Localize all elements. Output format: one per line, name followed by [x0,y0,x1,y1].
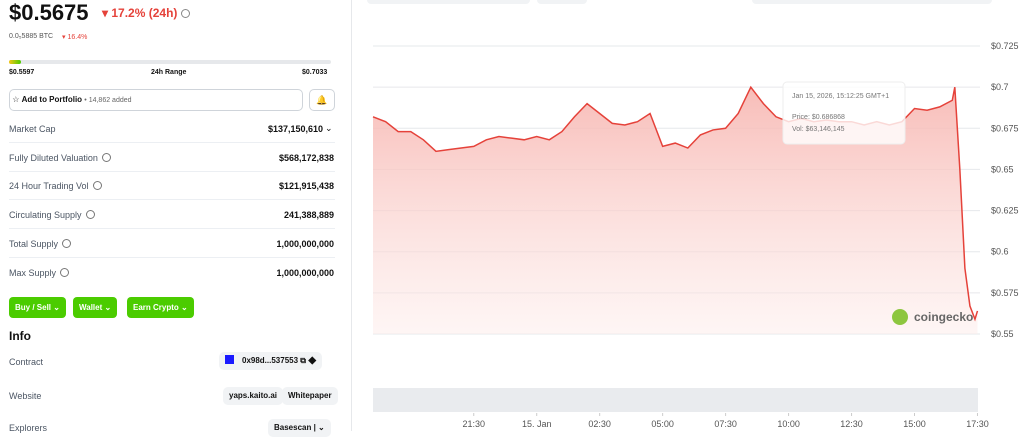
stat-label-text: Market Cap [9,124,56,134]
y-tick-label: $0.65 [991,164,1014,174]
x-tick-label: 05:00 [651,419,674,429]
tooltip-price: Price: $0.686868 [792,114,845,121]
whitepaper-link[interactable]: Whitepaper [282,387,338,405]
info-icon [85,210,95,220]
tooltip-vol: Vol: $63,146,145 [792,126,845,133]
stat-value: $121,915,438 [278,181,334,192]
tooltip [782,81,906,145]
area [373,87,978,335]
explorer-text: Basescan [274,423,312,432]
info-title: Info [9,329,31,343]
website-link[interactable]: yaps.kaito.ai [223,387,284,405]
wallet-button[interactable]: Wallet ⌄ [73,297,118,318]
button-text: Wallet [79,303,103,312]
stat-label: Fully Diluted Valuation [9,152,111,163]
website-label: Website [9,391,42,401]
x-tick-label: 15. Jan [522,419,552,429]
btc-price: 0.0₅5885 BTC [9,33,54,40]
range-label: 24h Range [151,69,187,76]
stat-label-text: Total Supply [9,238,59,249]
info-icon [92,181,102,191]
tab[interactable] [537,0,587,4]
alert-button[interactable]: 🔔 [309,89,335,111]
stat-label-text: Fully Diluted Valuation [9,152,98,163]
x-tick-label: 17:30 [966,419,989,429]
button-text: Earn Crypto [133,303,179,312]
info-icon [60,267,70,277]
y-tick-label: $0.6 [991,247,1009,257]
info-icon [101,152,111,162]
stat-label: Total Supply [9,238,72,249]
stat-label: Circulating Supply [9,210,95,220]
stat-value: $568,172,838 [278,152,334,163]
x-tick-label: 21:30 [462,419,485,429]
contract[interactable]: 0x98d...537553 ⧉ ◆ [219,352,323,370]
stat-value: 241,388,889 [283,210,334,221]
explorers-label: Explorers [9,423,48,433]
add-portfolio-text: Add to Portfolio [21,95,83,104]
tab[interactable] [367,0,530,4]
added-count: • 14,862 added [84,97,132,104]
earn-button[interactable]: Earn Crypto ⌄ [127,297,194,318]
contract-text: 0x98d...537553 [242,356,299,365]
btc-change-text: 16.4% [67,34,88,41]
stat-value: 1,000,000,000 [276,267,334,278]
y-tick-label: $0.675 [991,123,1019,133]
y-tick-label: $0.625 [991,206,1019,216]
watermark: coingecko [914,310,973,324]
info-icon [62,238,72,248]
y-tick-label: $0.725 [991,41,1019,51]
price: $0.5675 [9,0,89,25]
y-tick-label: $0.575 [991,288,1019,298]
range-bar [9,60,331,64]
price-change: ▾ 17.2% (24h) [102,6,191,20]
divider [351,0,352,431]
x-tick-label: 10:00 [777,419,800,429]
separator [9,199,335,201]
x-tick-label: 07:30 [714,419,737,429]
separator [9,170,335,172]
y-tick-label: $0.55 [991,329,1014,339]
volume-band [373,388,978,412]
stat-value: 1,000,000,000 [276,238,334,249]
buy-sell-button[interactable]: Buy / Sell ⌄ [9,297,66,318]
stat-label: Market Cap [9,124,56,134]
separator [9,228,335,230]
separator [9,256,335,258]
stat-label: 24 Hour Trading Vol [9,181,102,191]
x-tick-label: 12:30 [840,419,863,429]
x-tick-label: 15:00 [903,419,926,429]
price-line [372,85,979,322]
btc-change: ▾ 16.4% [62,34,88,41]
contract-label: Contract [9,357,44,367]
stat-label-text: 24 Hour Trading Vol [9,181,89,192]
stat-label-text: Circulating Supply [9,210,82,221]
change-text: 17.2% (24h) [111,6,178,20]
stat-label: Max Supply [9,267,70,278]
range-low: $0.5597 [9,69,35,76]
x-tick-label: 02:30 [588,419,611,429]
add-portfolio[interactable]: ☆ Add to Portfolio • 14,862 added [9,89,303,111]
watermark-logo [892,309,908,325]
button-text: Buy / Sell [15,303,52,312]
stat-value: $137,150,610 [267,124,323,134]
y-tick-label: $0.7 [991,82,1009,92]
chevron: ⌄ [325,123,333,133]
tab[interactable] [752,0,992,4]
tooltip-date: Jan 15, 2026, 15:12:25 GMT+1 [792,93,889,100]
range-high: $0.7033 [302,69,328,76]
stat-label-text: Max Supply [9,267,57,278]
separator [9,142,335,143]
